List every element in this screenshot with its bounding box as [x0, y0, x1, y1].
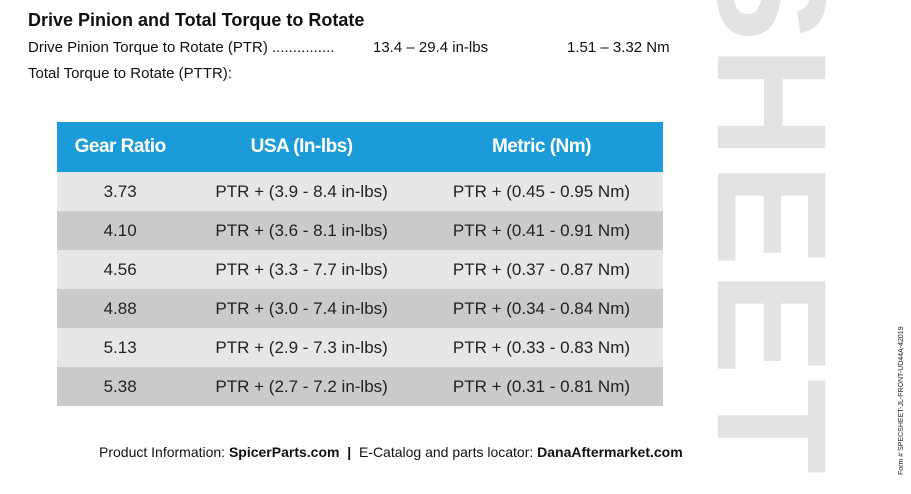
- table-row: 4.10 PTR + (3.6 - 8.1 in-lbs) PTR + (0.41 …: [57, 211, 663, 250]
- table-cell: PTR + (0.37 - 0.87 Nm): [419, 250, 663, 289]
- table-cell: PTR + (0.45 - 0.95 Nm): [419, 172, 663, 211]
- form-number: Form # SPECSHEET-JL-FRONT-UD44A-42019: [898, 326, 905, 475]
- footer-text: E-Catalog and parts locator:: [358, 444, 538, 460]
- column-header: Metric (Nm): [419, 122, 663, 172]
- spec-label: Drive Pinion Torque to Rotate (PTR) ....…: [28, 39, 335, 56]
- link: DanaAftermarket.com: [537, 444, 683, 460]
- table-row: 5.38 PTR + (2.7 - 7.2 in-lbs) PTR + (0.31 …: [57, 367, 663, 406]
- table-row: 4.88 PTR + (3.0 - 7.4 in-lbs) PTR + (0.34 …: [57, 289, 663, 328]
- table-cell: 5.38: [57, 367, 184, 406]
- table-cell: PTR + (2.7 - 7.2 in-lbs): [183, 367, 420, 406]
- table-row: 3.73 PTR + (3.9 - 8.4 in-lbs) PTR + (0.45 …: [57, 172, 663, 211]
- table-cell: PTR + (0.33 - 0.83 Nm): [419, 328, 663, 367]
- table-cell: 4.88: [57, 289, 184, 328]
- title: Drive Pinion and Total Torque to Rotate: [28, 10, 365, 30]
- footer: Product Information: SpicerParts.com | E…: [99, 444, 683, 460]
- table-cell: PTR + (0.41 - 0.91 Nm): [419, 211, 663, 250]
- column-header: USA (In-lbs): [183, 122, 420, 172]
- link: SpicerParts.com: [228, 444, 340, 460]
- table-cell: PTR + (3.0 - 7.4 in-lbs): [183, 289, 420, 328]
- table-cell: PTR + (2.9 - 7.3 in-lbs): [183, 328, 420, 367]
- spec-usa: 13.4 – 29.4 in-lbs: [373, 39, 489, 56]
- table-row: 5.13 PTR + (2.9 - 7.3 in-lbs) PTR + (0.33 …: [57, 328, 663, 367]
- table-cell: PTR + (0.34 - 0.84 Nm): [419, 289, 663, 328]
- footer-text: Product Information:: [99, 444, 229, 460]
- table-cell: 4.56: [57, 250, 184, 289]
- header-row: Gear Ratio USA (In-lbs) Metric (Nm): [57, 122, 663, 172]
- spec-metric: 1.51 – 3.32 Nm: [567, 39, 670, 56]
- table-cell: 3.73: [57, 172, 184, 211]
- spec-label: Total Torque to Rotate (PTTR):: [28, 65, 232, 82]
- table-cell: PTR + (0.31 - 0.81 Nm): [419, 367, 663, 406]
- watermark: SHEET: [684, 0, 858, 479]
- separator: |: [347, 444, 352, 460]
- table-cell: PTR + (3.3 - 7.7 in-lbs): [183, 250, 420, 289]
- torque-table: Gear Ratio USA (In-lbs) Metric (Nm) 3.73 PTR…: [57, 122, 663, 406]
- table-cell: 4.10: [57, 211, 184, 250]
- column-header: Gear Ratio: [57, 122, 184, 172]
- table-cell: 5.13: [57, 328, 184, 367]
- table-row: 4.56 PTR + (3.3 - 7.7 in-lbs) PTR + (0.37 …: [57, 250, 663, 289]
- table-cell: PTR + (3.9 - 8.4 in-lbs): [183, 172, 420, 211]
- table-cell: PTR + (3.6 - 8.1 in-lbs): [183, 211, 420, 250]
